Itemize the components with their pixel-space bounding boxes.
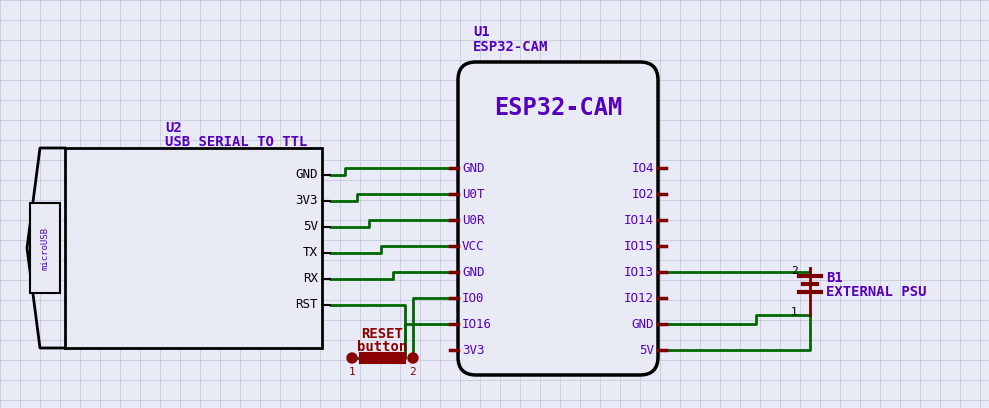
Text: RESET: RESET <box>362 327 404 341</box>
Text: TX: TX <box>303 246 318 259</box>
Bar <box>65 148 322 348</box>
Text: 5V: 5V <box>639 344 654 357</box>
Text: 3V3: 3V3 <box>462 344 485 357</box>
Text: GND: GND <box>462 162 485 175</box>
Text: ESP32-CAM: ESP32-CAM <box>494 96 622 120</box>
Text: RST: RST <box>296 299 318 311</box>
Text: IO4: IO4 <box>632 162 654 175</box>
Text: IO0: IO0 <box>462 291 485 304</box>
Text: B1: B1 <box>826 271 843 285</box>
Text: 1: 1 <box>790 307 797 317</box>
Text: U1: U1 <box>473 25 490 39</box>
Circle shape <box>408 353 418 363</box>
Text: microUSB: microUSB <box>41 226 49 270</box>
Text: IO16: IO16 <box>462 317 492 330</box>
Text: IO2: IO2 <box>632 188 654 200</box>
Text: U0R: U0R <box>462 213 485 226</box>
Text: GND: GND <box>296 169 318 182</box>
Text: U2: U2 <box>165 121 182 135</box>
Text: 2: 2 <box>790 266 797 276</box>
Text: GND: GND <box>632 317 654 330</box>
Text: IO15: IO15 <box>624 239 654 253</box>
Text: U0T: U0T <box>462 188 485 200</box>
Text: VCC: VCC <box>462 239 485 253</box>
Text: RX: RX <box>303 273 318 286</box>
Text: 1: 1 <box>349 367 355 377</box>
Text: IO12: IO12 <box>624 291 654 304</box>
Text: 2: 2 <box>409 367 416 377</box>
Text: IO13: IO13 <box>624 266 654 279</box>
Text: 5V: 5V <box>303 220 318 233</box>
Text: button: button <box>357 340 407 354</box>
Bar <box>360 353 405 363</box>
Text: ESP32-CAM: ESP32-CAM <box>473 40 548 54</box>
Bar <box>30 203 60 293</box>
Text: USB SERIAL TO TTL: USB SERIAL TO TTL <box>165 135 308 149</box>
FancyBboxPatch shape <box>458 62 658 375</box>
Text: EXTERNAL PSU: EXTERNAL PSU <box>826 285 927 299</box>
Circle shape <box>347 353 357 363</box>
Text: 3V3: 3V3 <box>296 195 318 208</box>
Text: IO14: IO14 <box>624 213 654 226</box>
Text: GND: GND <box>462 266 485 279</box>
